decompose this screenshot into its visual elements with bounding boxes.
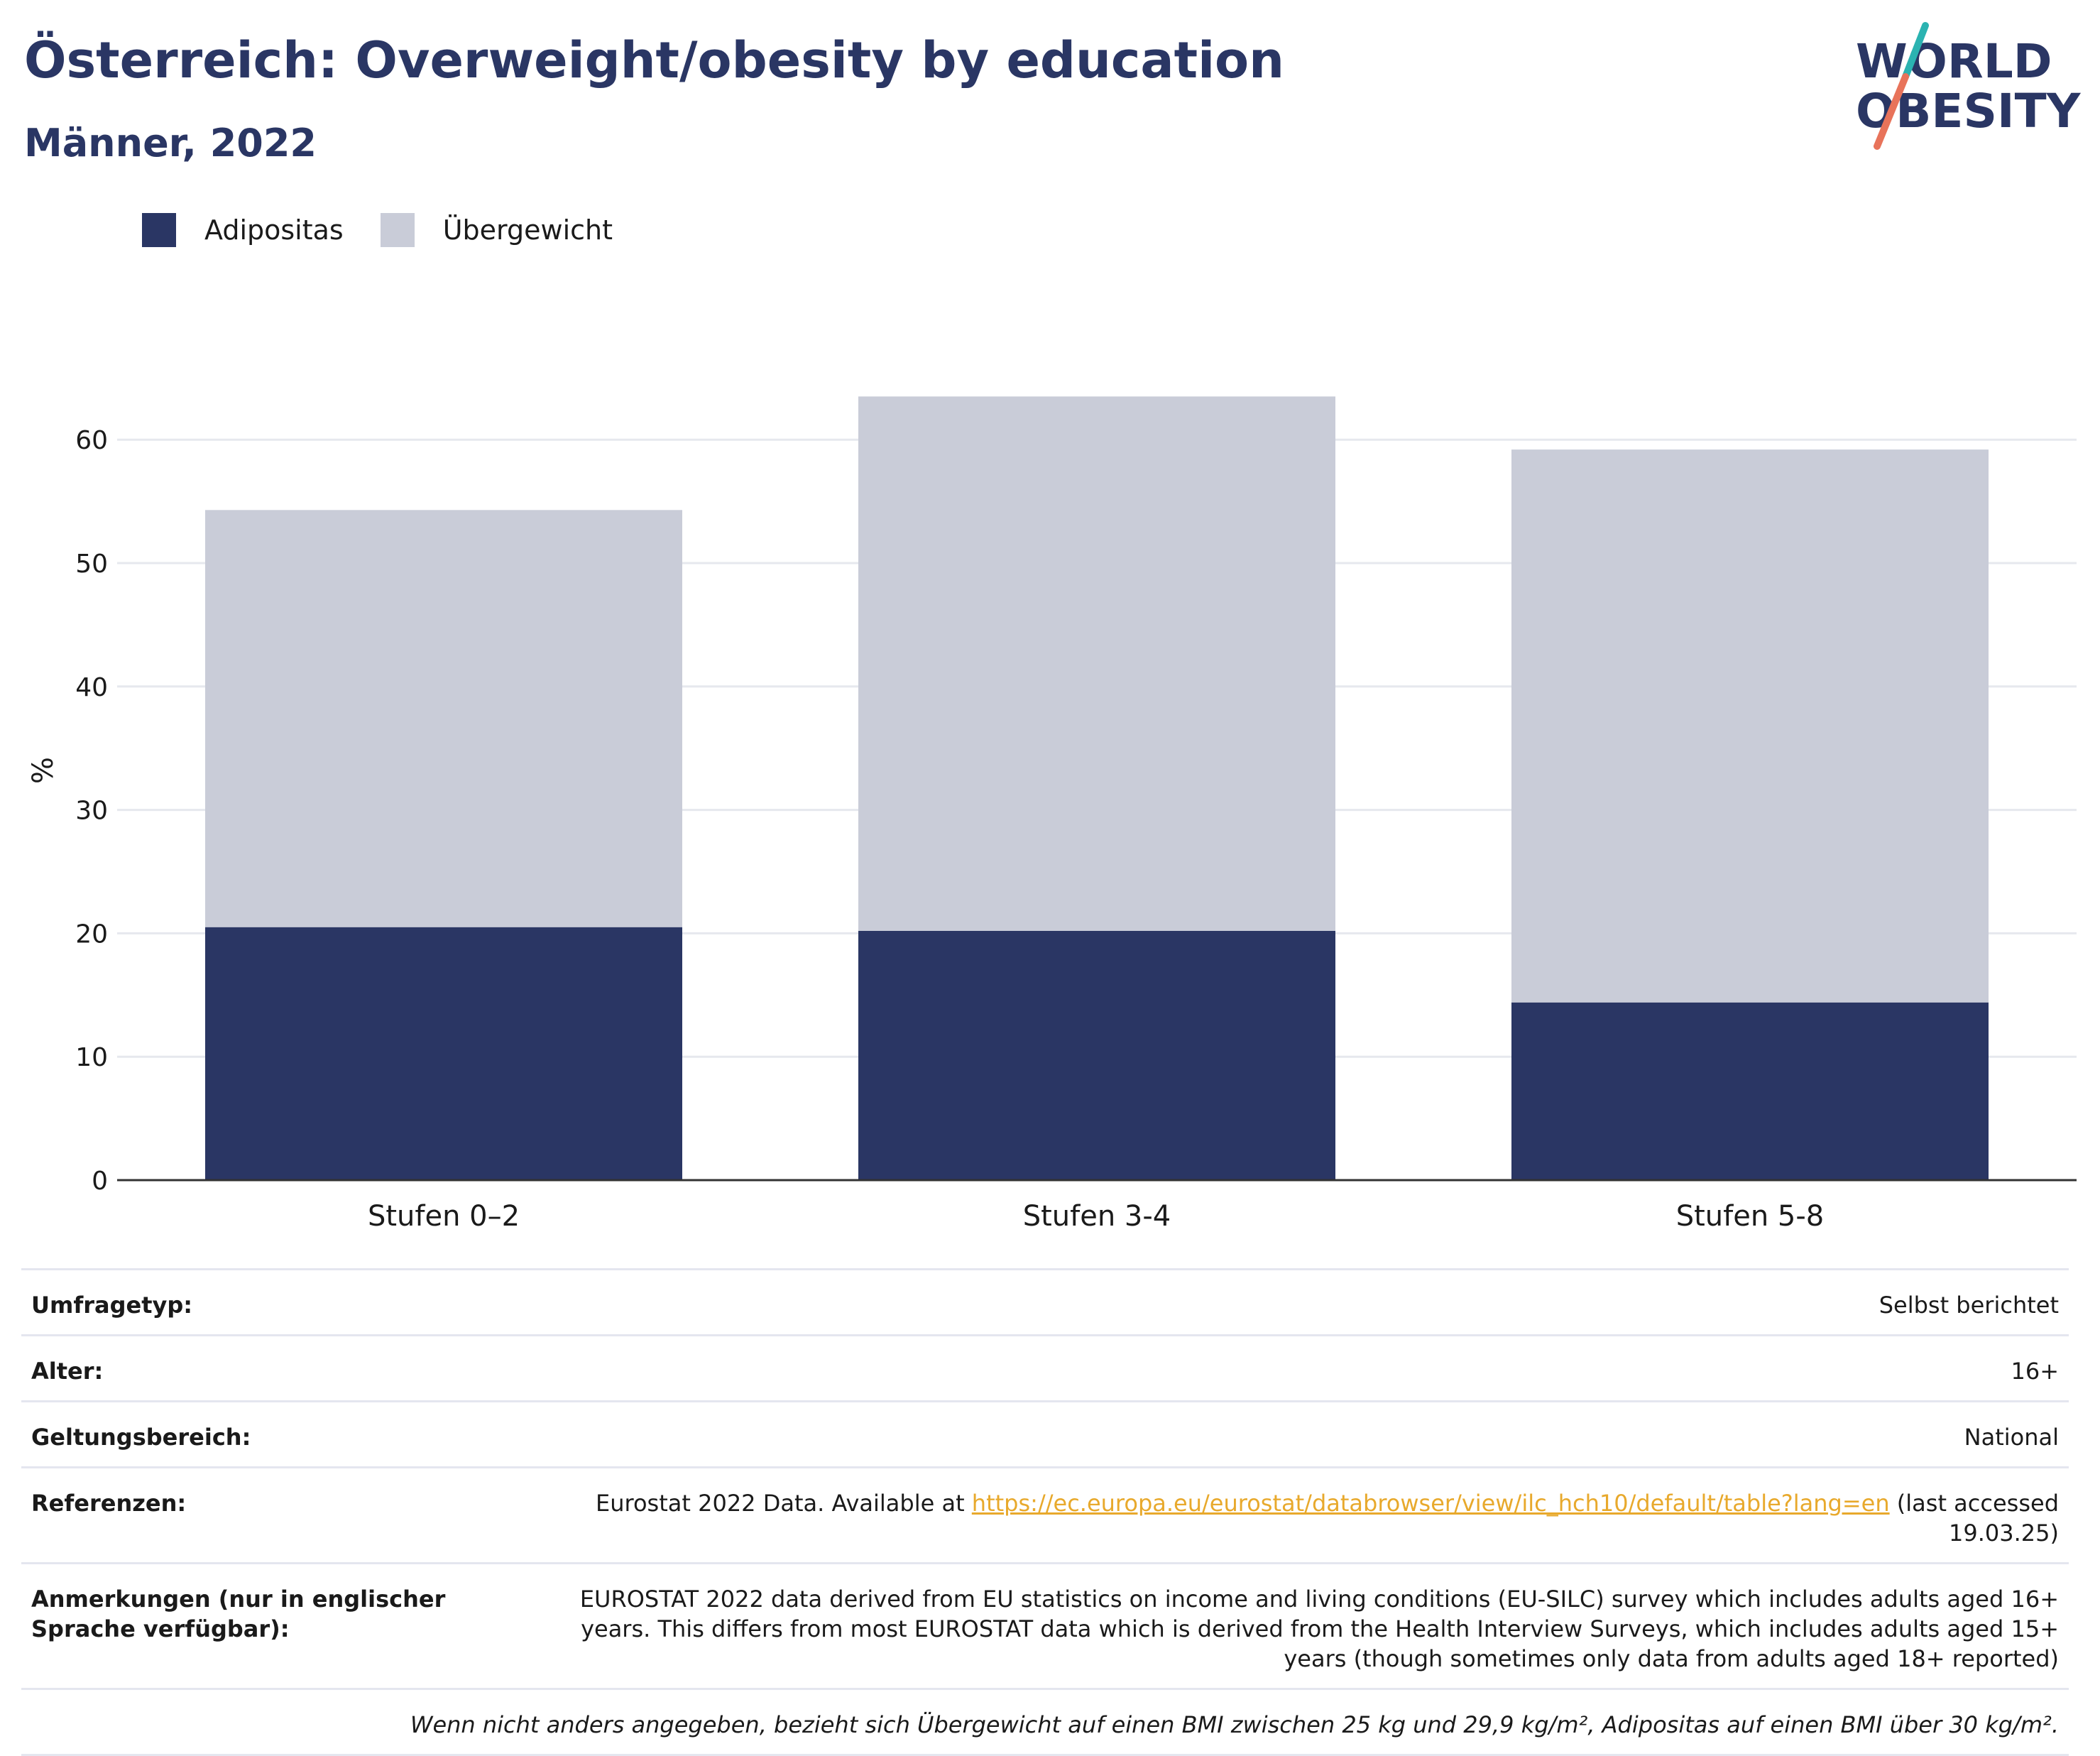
info-row-survey-type: Umfragetyp: Selbst berichtet xyxy=(21,1268,2069,1334)
logo-line-1: WORLD xyxy=(1856,34,2052,89)
survey-type-label: Umfragetyp: xyxy=(31,1292,193,1319)
info-row-references: Referenzen: Eurostat 2022 Data. Availabl… xyxy=(21,1466,2069,1562)
coverage-value: National xyxy=(1964,1424,2059,1451)
legend-item-uebergewicht[interactable]: Übergewicht xyxy=(380,213,613,247)
logo-slash-icon xyxy=(1874,22,1929,150)
bar-chart: 0 10 20 30 40 50 60% Stufen 0–2 Stufen 3-4 Stufen… xyxy=(27,396,2077,1233)
legend-label-adipositas: Adipositas xyxy=(204,214,344,246)
x-tick-label: Stufen 0–2 xyxy=(368,1200,520,1233)
references-prefix: Eurostat 2022 Data. Available at xyxy=(596,1490,972,1517)
chart-title: Österreich: Overweight/obesity by educat… xyxy=(24,31,1284,89)
info-row-notes: Anmerkungen (nur in englischer Sprache v… xyxy=(21,1562,2069,1688)
info-row-coverage: Geltungsbereich: National xyxy=(21,1400,2069,1466)
y-axis-label: % xyxy=(27,757,60,784)
references-link[interactable]: https://ec.europa.eu/eurostat/databrowse… xyxy=(971,1490,1890,1517)
legend-swatch-adipositas xyxy=(142,213,176,247)
bar-uebergewicht xyxy=(205,510,682,927)
legend-label-uebergewicht: Übergewicht xyxy=(442,214,613,246)
bar-uebergewicht xyxy=(1511,449,1989,1003)
y-tick-label: 0 xyxy=(92,1167,108,1196)
info-row-footnote: Wenn nicht anders angegeben, bezieht sic… xyxy=(21,1688,2069,1756)
coverage-label: Geltungsbereich: xyxy=(31,1424,251,1451)
info-row-age: Alter: 16+ xyxy=(21,1334,2069,1400)
y-tick-label: 50 xyxy=(75,550,108,579)
y-tick-label: 10 xyxy=(75,1043,108,1072)
bmi-footnote: Wenn nicht anders angegeben, bezieht sic… xyxy=(410,1711,2059,1738)
world-obesity-logo: WORLD OBESITY xyxy=(1846,21,2087,156)
y-tick-label: 40 xyxy=(75,673,108,702)
bar-uebergewicht xyxy=(858,396,1335,931)
info-table: Umfragetyp: Selbst berichtet Alter: 16+ … xyxy=(21,1268,2069,1756)
bar-adipositas xyxy=(205,927,682,1180)
chart-subtitle: Männer, 2022 xyxy=(24,121,317,165)
y-tick-label: 20 xyxy=(75,920,108,949)
chart-legend: Adipositas Übergewicht xyxy=(142,213,650,247)
survey-type-value: Selbst berichtet xyxy=(1878,1292,2059,1319)
y-tick-label: 60 xyxy=(75,426,108,455)
references-label: Referenzen: xyxy=(31,1490,187,1517)
x-tick-label: Stufen 3-4 xyxy=(1023,1200,1171,1233)
legend-swatch-uebergewicht xyxy=(380,213,415,247)
bar-adipositas xyxy=(858,930,1335,1180)
notes-value: EUROSTAT 2022 data derived from EU stati… xyxy=(579,1586,2059,1672)
bar-adipositas xyxy=(1511,1002,1989,1180)
age-label: Alter: xyxy=(31,1358,104,1385)
references-value: Eurostat 2022 Data. Available at https:/… xyxy=(542,1488,2059,1548)
x-tick-label: Stufen 5-8 xyxy=(1676,1200,1825,1233)
age-value: 16+ xyxy=(2011,1358,2059,1385)
notes-label: Anmerkungen (nur in englischer Sprache v… xyxy=(31,1586,446,1642)
legend-item-adipositas[interactable]: Adipositas xyxy=(142,213,344,247)
references-suffix: (last accessed 19.03.25) xyxy=(1889,1490,2059,1547)
y-tick-label: 30 xyxy=(75,797,108,826)
